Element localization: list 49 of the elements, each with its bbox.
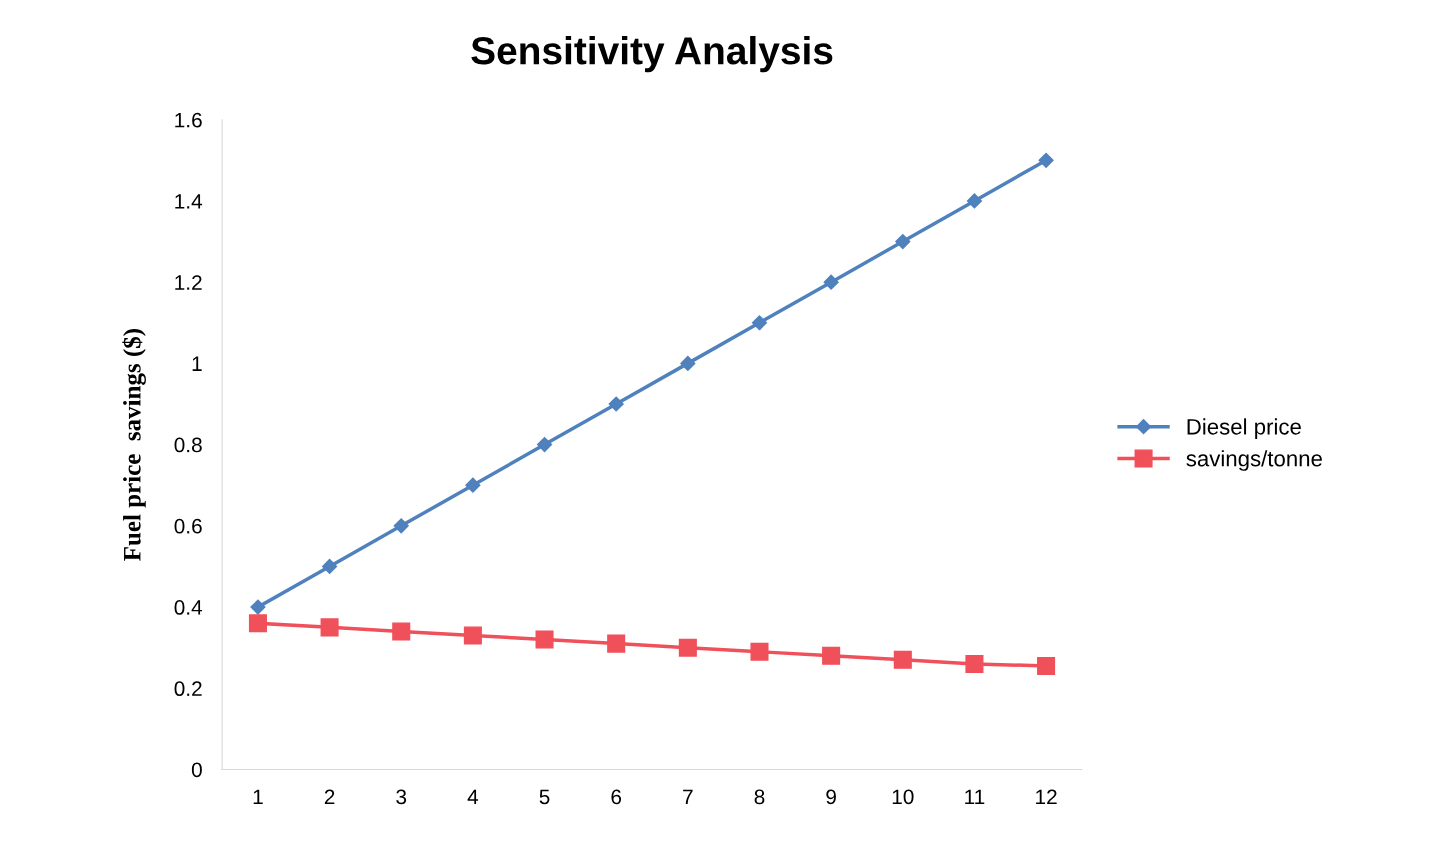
y-tick-label: 1.6 xyxy=(175,112,202,128)
point xyxy=(965,654,984,673)
y-tick-label: 0.6 xyxy=(174,518,202,534)
x-tick-label: 9 xyxy=(826,789,836,805)
point xyxy=(966,193,983,209)
point xyxy=(465,477,481,493)
point xyxy=(822,646,841,665)
point xyxy=(393,518,409,534)
point xyxy=(322,558,338,575)
x-tick-label: 10 xyxy=(892,789,914,805)
point xyxy=(248,614,267,633)
point xyxy=(680,355,696,371)
point xyxy=(823,274,839,290)
chart-title: Sensitivity Analysis xyxy=(471,35,833,73)
point xyxy=(392,622,411,641)
legend-label: savings/tonne xyxy=(1186,450,1322,471)
point xyxy=(751,315,768,331)
x-tick-label: 5 xyxy=(539,789,550,805)
point xyxy=(250,599,266,615)
point xyxy=(678,638,697,657)
x-tick-label: 6 xyxy=(611,789,622,805)
point xyxy=(895,233,911,250)
x-tick-label: 2 xyxy=(324,789,335,805)
point xyxy=(1037,656,1056,675)
legend-label: Diesel price xyxy=(1187,418,1301,440)
x-tick-label: 7 xyxy=(683,789,693,805)
x-tick-label: 4 xyxy=(467,789,479,805)
point xyxy=(607,634,626,653)
y-tick-label: 0.8 xyxy=(174,437,202,453)
point xyxy=(535,630,554,649)
y-tick-label: 0.4 xyxy=(174,600,203,615)
y-tick-label: 0 xyxy=(191,762,202,778)
point xyxy=(750,642,769,661)
point xyxy=(463,626,482,645)
x-tick-label: 1 xyxy=(253,789,263,805)
point xyxy=(893,650,912,669)
x-tick-label: 8 xyxy=(754,789,765,805)
y-tick-label: 1.4 xyxy=(175,194,203,209)
y-axis-title: Fuel price savings ($) xyxy=(122,329,146,561)
y-tick-label: 1.2 xyxy=(175,275,202,290)
x-tick-label: 11 xyxy=(965,789,985,805)
point xyxy=(536,437,553,453)
y-tick-label: 1 xyxy=(192,356,202,371)
point xyxy=(1038,152,1054,168)
y-tick-label: 0.2 xyxy=(174,681,202,697)
x-tick-label: 12 xyxy=(1036,789,1057,805)
point xyxy=(608,396,624,412)
x-tick-label: 3 xyxy=(396,789,407,805)
point xyxy=(320,618,339,637)
